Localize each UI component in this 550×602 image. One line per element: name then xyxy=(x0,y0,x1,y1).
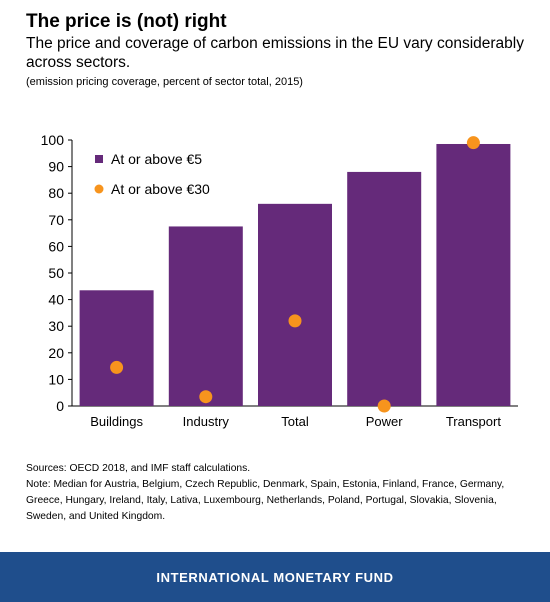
legend: At or above €5 At or above €30 xyxy=(94,151,210,197)
chart-units-note: (emission pricing coverage, percent of s… xyxy=(26,76,303,88)
chart-title: The price is (not) right xyxy=(26,11,227,32)
bar xyxy=(168,226,243,406)
chart-header: The price is (not) right The price and c… xyxy=(26,10,536,90)
legend-swatch-bar xyxy=(95,155,103,163)
x-tick-label: Power xyxy=(366,414,404,429)
y-tick-label: 0 xyxy=(56,398,64,414)
bar-chart: 0 10 20 30 40 50 60 70 80 90 100 Buildings Industry… xyxy=(41,132,518,429)
legend-label: At or above €5 xyxy=(111,151,202,167)
footer-label: INTERNATIONAL MONETARY FUND xyxy=(156,569,394,585)
point xyxy=(466,136,480,150)
y-tick-label: 100 xyxy=(41,132,65,148)
y-tick-label: 30 xyxy=(48,318,64,334)
note-text: Note: Median for Austria, Belgium, Czech… xyxy=(26,479,505,522)
point xyxy=(110,360,124,374)
bar xyxy=(436,143,511,407)
footer-banner: INTERNATIONAL MONETARY FUND xyxy=(0,552,550,602)
bar xyxy=(79,290,154,406)
bars xyxy=(79,143,511,407)
y-tick-label: 20 xyxy=(48,345,64,361)
legend-swatch-point xyxy=(94,184,104,194)
y-tick-label: 40 xyxy=(48,292,64,308)
y-tick-label: 90 xyxy=(48,159,64,175)
y-tick-label: 50 xyxy=(48,265,64,281)
y-tick-label: 70 xyxy=(48,212,64,228)
point xyxy=(377,399,391,413)
footnotes: Sources: OECD 2018, and IMF staff calcul… xyxy=(26,461,531,525)
chart-subtitle: The price and coverage of carbon emissio… xyxy=(26,35,524,71)
y-tick-label: 10 xyxy=(48,371,64,387)
point xyxy=(199,390,213,404)
y-tick-label: 60 xyxy=(48,238,64,254)
x-tick-label: Industry xyxy=(183,414,230,429)
x-tick-label: Total xyxy=(281,414,309,429)
points xyxy=(110,136,480,413)
y-axis: 0 10 20 30 40 50 60 70 80 90 100 xyxy=(41,132,73,414)
y-tick-label: 80 xyxy=(48,185,64,201)
x-tick-label: Buildings xyxy=(90,414,143,429)
legend-label: At or above €30 xyxy=(111,181,210,197)
bar xyxy=(347,171,422,406)
x-tick-label: Transport xyxy=(446,414,502,429)
sources-text: Sources: OECD 2018, and IMF staff calcul… xyxy=(26,463,251,474)
x-axis: Buildings Industry Total Power Transport xyxy=(72,405,518,429)
point xyxy=(288,314,302,328)
bar xyxy=(258,203,332,406)
